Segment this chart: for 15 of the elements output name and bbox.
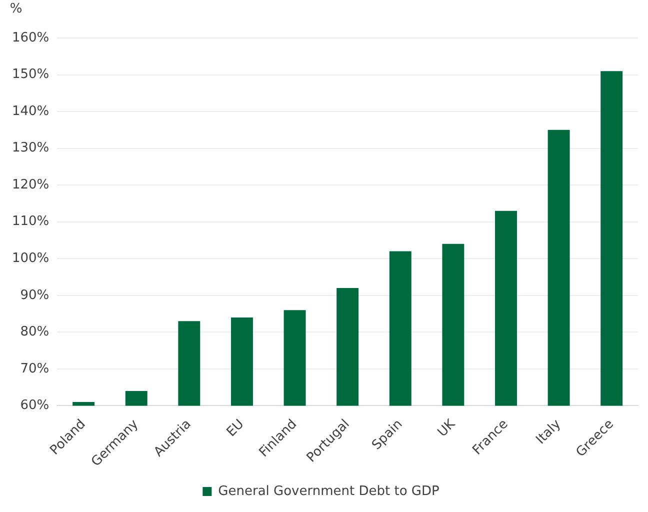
y-tick-label: 160% (12, 30, 50, 46)
y-tick-label: 130% (12, 140, 50, 156)
y-tick-label: 100% (12, 251, 50, 266)
y-tick-label: 60% (20, 398, 50, 414)
x-tick-label: EU (224, 416, 248, 440)
y-tick-label: 80% (20, 324, 50, 340)
y-tick-label: 120% (12, 177, 50, 192)
x-tick-label: UK (435, 416, 459, 440)
y-tick-label: 110% (12, 214, 50, 230)
legend-label: General Government Debt to GDP (218, 484, 440, 499)
y-tick-label: 150% (12, 67, 50, 82)
y-tick-label: 70% (20, 361, 50, 376)
y-tick-label: 90% (20, 288, 50, 303)
y-axis-title: % (10, 1, 22, 16)
y-tick-label: 140% (12, 104, 50, 119)
